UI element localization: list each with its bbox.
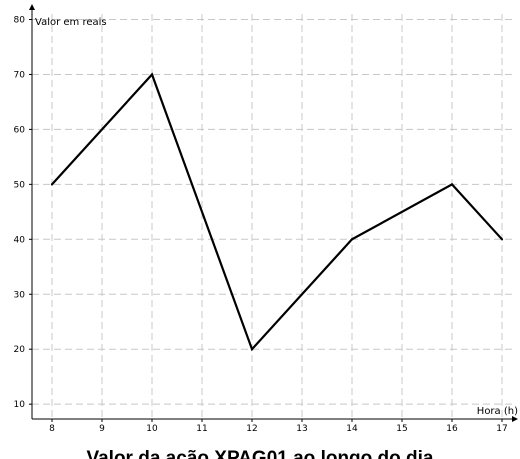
data-point-0-3 — [350, 238, 354, 241]
x-tick-label-12: 12 — [246, 424, 257, 434]
x-tick-label-11: 11 — [196, 424, 207, 434]
grid — [32, 14, 512, 419]
tick-labels: 8 9 10 11 12 13 14 15 16 17 10 20 30 40 50 60 70 80 — [14, 15, 508, 434]
y-axis-title: Valor em reais — [35, 17, 107, 28]
x-tick-label-8: 8 — [49, 424, 55, 434]
y-tick-label-80: 80 — [14, 15, 26, 25]
x-tick-label-16: 16 — [446, 424, 458, 434]
chart-caption: Valor da ação XPAG01 ao longo do dia — [86, 448, 434, 459]
x-tick-label-15: 15 — [396, 424, 407, 434]
x-tick-label-10: 10 — [146, 424, 158, 434]
x-axis-arrow — [512, 416, 518, 422]
data-point-0-0 — [50, 183, 54, 186]
y-tick-label-70: 70 — [14, 70, 26, 80]
x-axis-title: Hora (h) — [477, 406, 518, 417]
data-point-0-2 — [250, 348, 254, 351]
data-point-0-5 — [500, 238, 504, 241]
y-tick-label-60: 60 — [14, 125, 26, 135]
line-chart: 8 9 10 11 12 13 14 15 16 17 10 20 30 40 50 60 70 80 Valor… — [14, 4, 518, 434]
y-axis-arrow — [29, 4, 35, 10]
x-tick-label-14: 14 — [346, 424, 358, 434]
y-tick-label-20: 20 — [14, 345, 26, 355]
series — [50, 72, 504, 352]
y-tick-label-10: 10 — [14, 400, 26, 410]
data-point-0-1 — [150, 73, 154, 76]
data-point-0-4 — [450, 183, 454, 186]
x-tick-label-13: 13 — [296, 424, 307, 434]
x-tick-label-17: 17 — [496, 424, 507, 434]
y-tick-label-40: 40 — [14, 235, 26, 245]
y-tick-label-50: 50 — [14, 180, 26, 190]
series-line-0 — [51, 72, 503, 352]
x-tick-label-9: 9 — [99, 424, 105, 434]
y-tick-label-30: 30 — [14, 290, 26, 300]
